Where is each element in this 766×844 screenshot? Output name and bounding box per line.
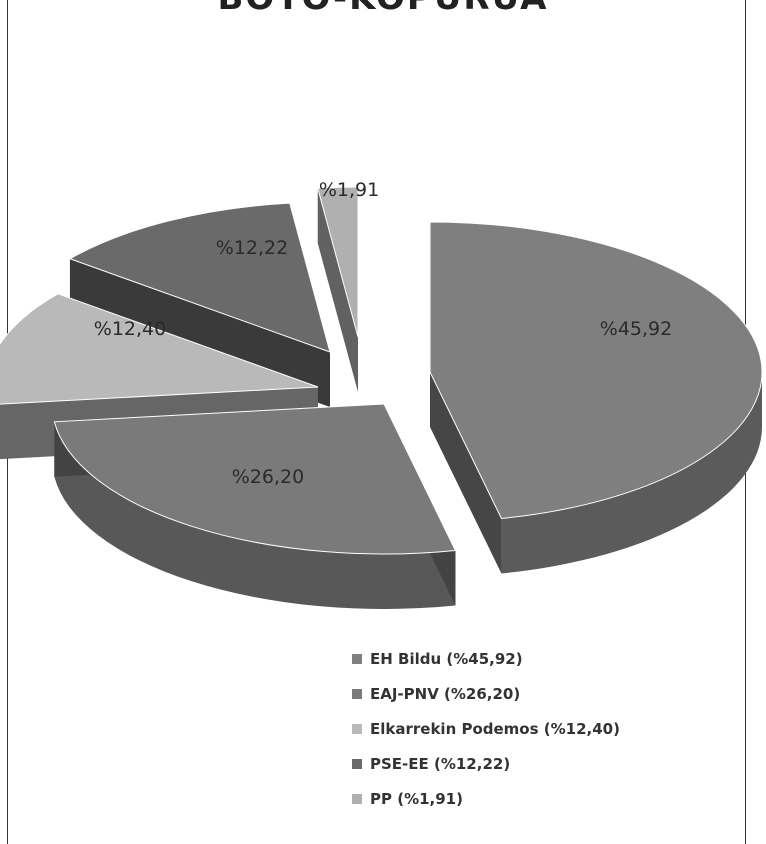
legend-swatch xyxy=(352,689,362,699)
data-label-4: %12,22 xyxy=(216,237,288,259)
legend-item: PSE-EE (%12,22) xyxy=(352,753,620,775)
legend-label: EAJ-PNV (%26,20) xyxy=(370,685,521,703)
pie-slice-2 xyxy=(53,403,457,609)
pie-slice-top xyxy=(317,186,359,338)
legend-item: PP (%1,91) xyxy=(352,788,620,810)
pie-slice-wall xyxy=(317,188,358,392)
chart-title: BOTO-KOPURUA xyxy=(0,0,766,18)
legend-item: Elkarrekin Podemos (%12,40) xyxy=(352,718,620,740)
legend-label: PP (%1,91) xyxy=(370,790,463,808)
pie-slice-5 xyxy=(317,186,359,392)
chart-legend: EH Bildu (%45,92) EAJ-PNV (%26,20) Elkarre… xyxy=(352,648,620,823)
legend-swatch xyxy=(352,724,362,734)
legend-swatch xyxy=(352,794,362,804)
pie-slice-top xyxy=(53,403,457,555)
pie-slice-wall xyxy=(430,372,502,574)
pie-slice-side xyxy=(501,372,762,574)
legend-item: EH Bildu (%45,92) xyxy=(352,648,620,670)
legend-swatch xyxy=(352,654,362,664)
legend-swatch xyxy=(352,759,362,769)
pie-slice-side xyxy=(54,421,456,609)
data-label-1: %45,92 xyxy=(600,318,672,340)
pie-slice-1 xyxy=(429,221,763,574)
legend-label: EH Bildu (%45,92) xyxy=(370,650,523,668)
legend-item: EAJ-PNV (%26,20) xyxy=(352,683,620,705)
data-label-5: %1,91 xyxy=(319,179,379,201)
data-label-3: %12,40 xyxy=(94,318,166,340)
legend-label: PSE-EE (%12,22) xyxy=(370,755,511,773)
pie-slice-top xyxy=(0,293,319,405)
pie-slice-top xyxy=(429,221,763,520)
legend-label: Elkarrekin Podemos (%12,40) xyxy=(370,720,620,738)
pie-slice-top xyxy=(68,202,331,353)
data-label-2: %26,20 xyxy=(232,466,304,488)
